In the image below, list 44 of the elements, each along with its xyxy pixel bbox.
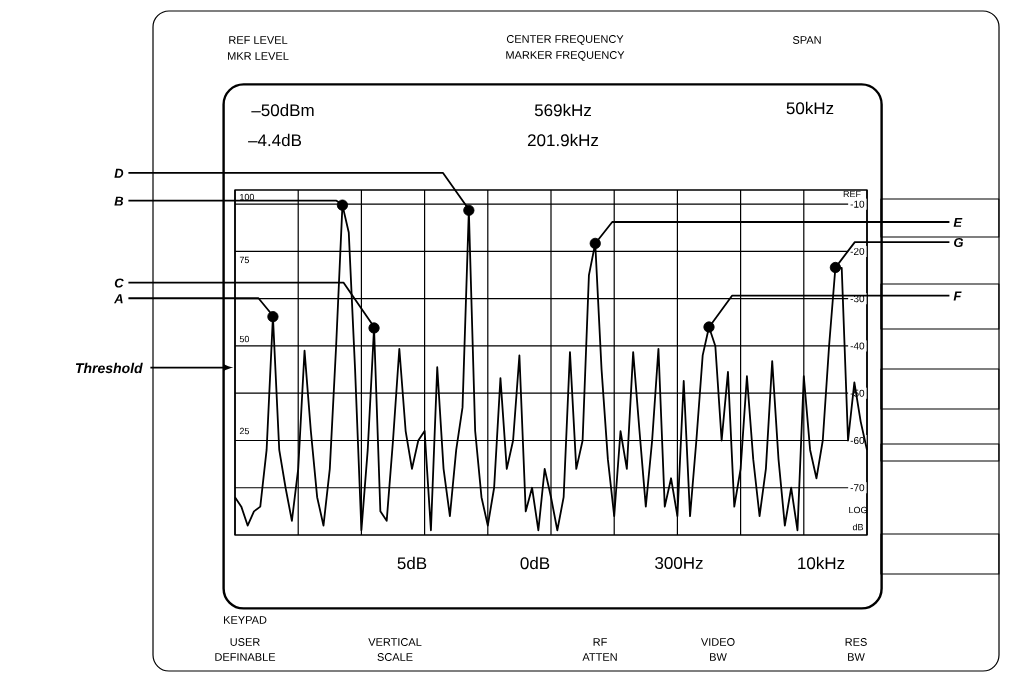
text: SCALE [377, 653, 413, 661]
annotation: 25 [239, 427, 250, 435]
text: BW [710, 653, 727, 661]
text: 10kHz [798, 556, 845, 570]
text: ATTEN [582, 653, 617, 661]
text: REF LEVEL [229, 36, 288, 44]
text: KEYPAD [224, 616, 267, 624]
text: D [114, 168, 124, 178]
text: 0dB [520, 556, 550, 570]
text: F [953, 291, 962, 301]
annotation: 75 [239, 256, 250, 264]
text: VIDEO [700, 638, 735, 646]
text: MARKER FREQUENCY [506, 51, 625, 61]
text: Threshold [75, 362, 143, 374]
text: 300Hz [655, 556, 703, 570]
text: 5dB [397, 556, 427, 570]
text: BW [848, 653, 865, 661]
y-tick-label: -20 [850, 247, 865, 255]
text: 50kHz [786, 101, 834, 115]
y-tick-label: -40 [850, 342, 865, 350]
annotation: 100 [240, 193, 255, 201]
text: SPAN [792, 36, 821, 44]
text: A [113, 294, 123, 304]
text: –50dBm [251, 103, 314, 117]
text: VERTICAL [368, 638, 422, 646]
text: USER [230, 638, 260, 646]
y-tick-label: -10 [850, 200, 865, 208]
y-tick-label: -60 [850, 436, 865, 445]
text: –4.4dB [248, 133, 302, 147]
annotation: dB [852, 523, 864, 531]
text: 569kHz [534, 103, 591, 117]
text: MKR LEVEL [228, 52, 289, 60]
text: RF [593, 638, 607, 646]
text: DEFINABLE [215, 653, 276, 661]
text: G [954, 237, 964, 248]
text: E [953, 217, 963, 227]
text: 201.9kHz [527, 133, 599, 147]
text: C [114, 278, 124, 288]
annotation: REF [843, 190, 861, 198]
annotation: 50 [239, 335, 250, 343]
text: RES [845, 638, 867, 646]
text: B [114, 196, 124, 206]
y-tick-label: -70 [850, 484, 865, 492]
text: CENTER FREQUENCY [506, 35, 624, 45]
